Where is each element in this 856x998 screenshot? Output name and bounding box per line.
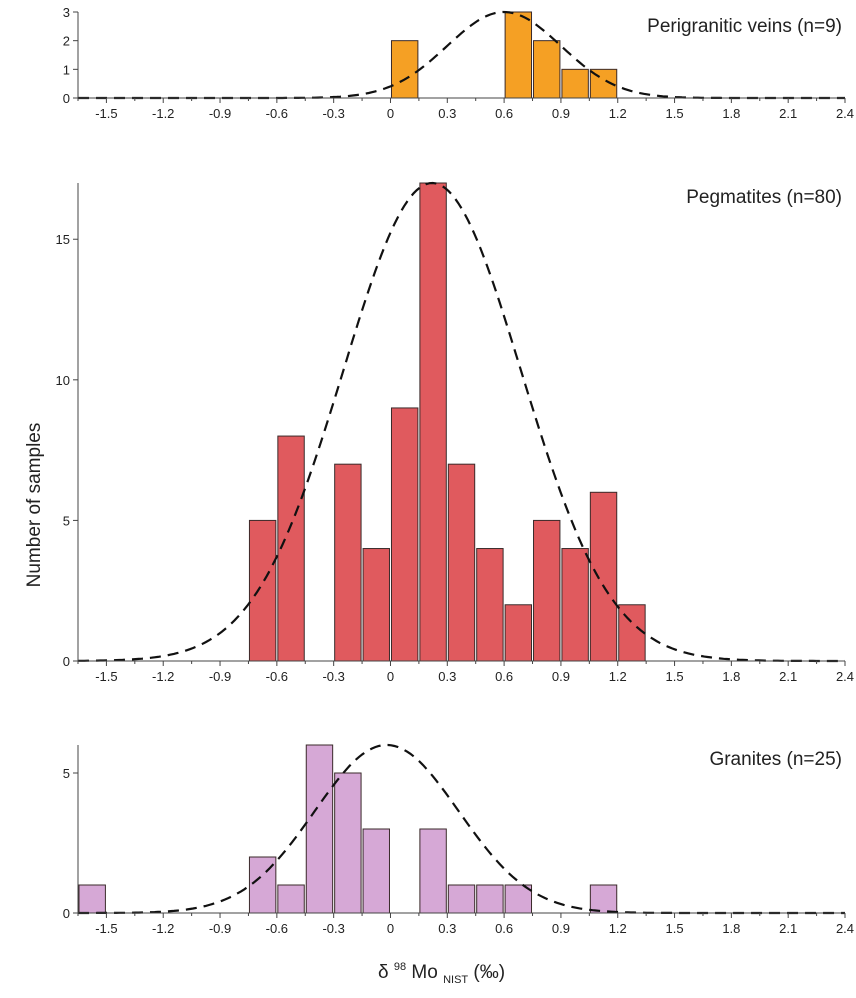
x-tick-label: -1.5: [95, 106, 117, 121]
histogram-bar: [561, 548, 589, 662]
x-tick-label: -0.9: [209, 669, 231, 684]
panel-title: Perigranitic veins (n=9): [647, 16, 842, 37]
histogram-bar: [447, 884, 476, 914]
y-tick-label: 10: [56, 373, 70, 388]
x-tick-label: 1.5: [666, 921, 684, 936]
histogram-bar: [78, 884, 106, 914]
panel-title: Granites (n=25): [709, 749, 842, 770]
x-tick-label: 2.1: [779, 669, 797, 684]
x-tick-label: 0.9: [552, 669, 570, 684]
x-tick-label: 1.8: [722, 921, 740, 936]
x-axis-label-unit: (‰): [473, 962, 505, 983]
histogram-bar: [334, 463, 362, 662]
x-tick-label: 1.2: [609, 106, 627, 121]
histogram-bar: [589, 491, 618, 662]
x-tick-label: 0.9: [552, 106, 570, 121]
x-tick-label: 1.2: [609, 669, 627, 684]
histogram-bar: [390, 407, 419, 662]
histogram-bar: [476, 548, 504, 662]
y-tick-label: 1: [63, 62, 70, 77]
x-tick-label: 1.5: [666, 106, 684, 121]
histogram-bar: [533, 519, 561, 662]
x-axis-label: δ 98 Mo NIST (‰): [378, 954, 505, 988]
x-tick-label: 0: [387, 106, 394, 121]
x-axis-label-sup: 98: [394, 961, 406, 973]
x-tick-label: 0.6: [495, 921, 513, 936]
x-tick-label: -1.5: [95, 921, 117, 936]
histogram-bar: [476, 884, 504, 914]
y-tick-label: 0: [63, 91, 70, 106]
histogram-bar: [277, 435, 305, 662]
x-tick-label: 0.3: [438, 106, 456, 121]
x-tick-label: -1.2: [152, 106, 174, 121]
histogram-bar: [589, 884, 618, 914]
histogram-bar: [362, 548, 390, 662]
y-tick-label: 3: [63, 5, 70, 20]
histogram-bar: [561, 68, 589, 99]
y-tick-label: 15: [56, 232, 70, 247]
histogram-bar: [277, 884, 305, 914]
x-tick-label: 0.9: [552, 921, 570, 936]
x-tick-label: 0.6: [495, 669, 513, 684]
x-tick-label: -1.2: [152, 669, 174, 684]
panel-3: 0 5 -1.5 -1.2 -0.9 -0.6 -0.3 0 0.3 0.6 0.9 1.2 1.5 1.…: [63, 743, 854, 936]
x-tick-label: 1.8: [722, 669, 740, 684]
x-tick-label: 0.3: [438, 921, 456, 936]
normal-fit-curve: [78, 181, 845, 663]
x-tick-label: 2.4: [836, 106, 854, 121]
x-tick-label: -0.9: [209, 106, 231, 121]
histogram-bar: [248, 519, 277, 662]
y-tick-label: 2: [63, 34, 70, 49]
histogram-bar: [447, 463, 476, 662]
panel-2: 0 5 10 15 -1.5 -1.2 -0.9 -0.6 -0.3 0 0.3 0.6 0.9 1.2 1…: [56, 181, 854, 684]
x-tick-label: -0.3: [322, 921, 344, 936]
x-tick-label: 1.8: [722, 106, 740, 121]
panel-1: 0 1 2 3 -1.5 -1.2 -0.9 -0.6 -0.3 0 0.3 0.6 0.9 1.2 1.5…: [63, 5, 854, 121]
x-axis-label-main: Mo: [411, 962, 437, 983]
x-tick-label: 0: [387, 921, 394, 936]
x-tick-label: 1.2: [609, 921, 627, 936]
y-tick-label: 0: [63, 654, 70, 669]
y-tick-label: 0: [63, 906, 70, 921]
histogram-bar: [504, 604, 533, 662]
histogram-bar: [305, 744, 334, 914]
x-tick-label: -0.6: [266, 921, 288, 936]
histogram-bar: [362, 828, 390, 914]
x-tick-label: -1.5: [95, 669, 117, 684]
x-tick-label: 2.1: [779, 106, 797, 121]
x-tick-label: 2.4: [836, 669, 854, 684]
histogram-bar: [533, 40, 561, 99]
x-tick-label: 2.1: [779, 921, 797, 936]
x-tick-label: -0.6: [266, 669, 288, 684]
x-tick-label: 0.3: [438, 669, 456, 684]
histogram-bar: [504, 11, 533, 99]
x-tick-label: -0.3: [322, 106, 344, 121]
x-axis-label-sub: NIST: [443, 974, 468, 986]
x-tick-label: 0: [387, 669, 394, 684]
histogram-bar: [419, 182, 447, 662]
histogram-bar: [334, 772, 362, 914]
x-tick-label: -1.2: [152, 921, 174, 936]
histogram-bar: [618, 604, 646, 662]
y-tick-label: 5: [63, 766, 70, 781]
x-axis-label-prefix: δ: [378, 962, 389, 983]
x-tick-label: 0.6: [495, 106, 513, 121]
x-tick-label: 2.4: [836, 921, 854, 936]
panel-title: Pegmatites (n=80): [686, 187, 842, 208]
y-tick-label: 5: [63, 513, 70, 528]
x-tick-label: -0.3: [322, 669, 344, 684]
x-tick-label: -0.9: [209, 921, 231, 936]
x-tick-label: 1.5: [666, 669, 684, 684]
histogram-bar: [390, 40, 419, 99]
x-tick-label: -0.6: [266, 106, 288, 121]
histogram-bar: [504, 884, 533, 914]
histogram-bar: [419, 828, 447, 914]
y-axis-label: Number of samples: [24, 423, 45, 588]
